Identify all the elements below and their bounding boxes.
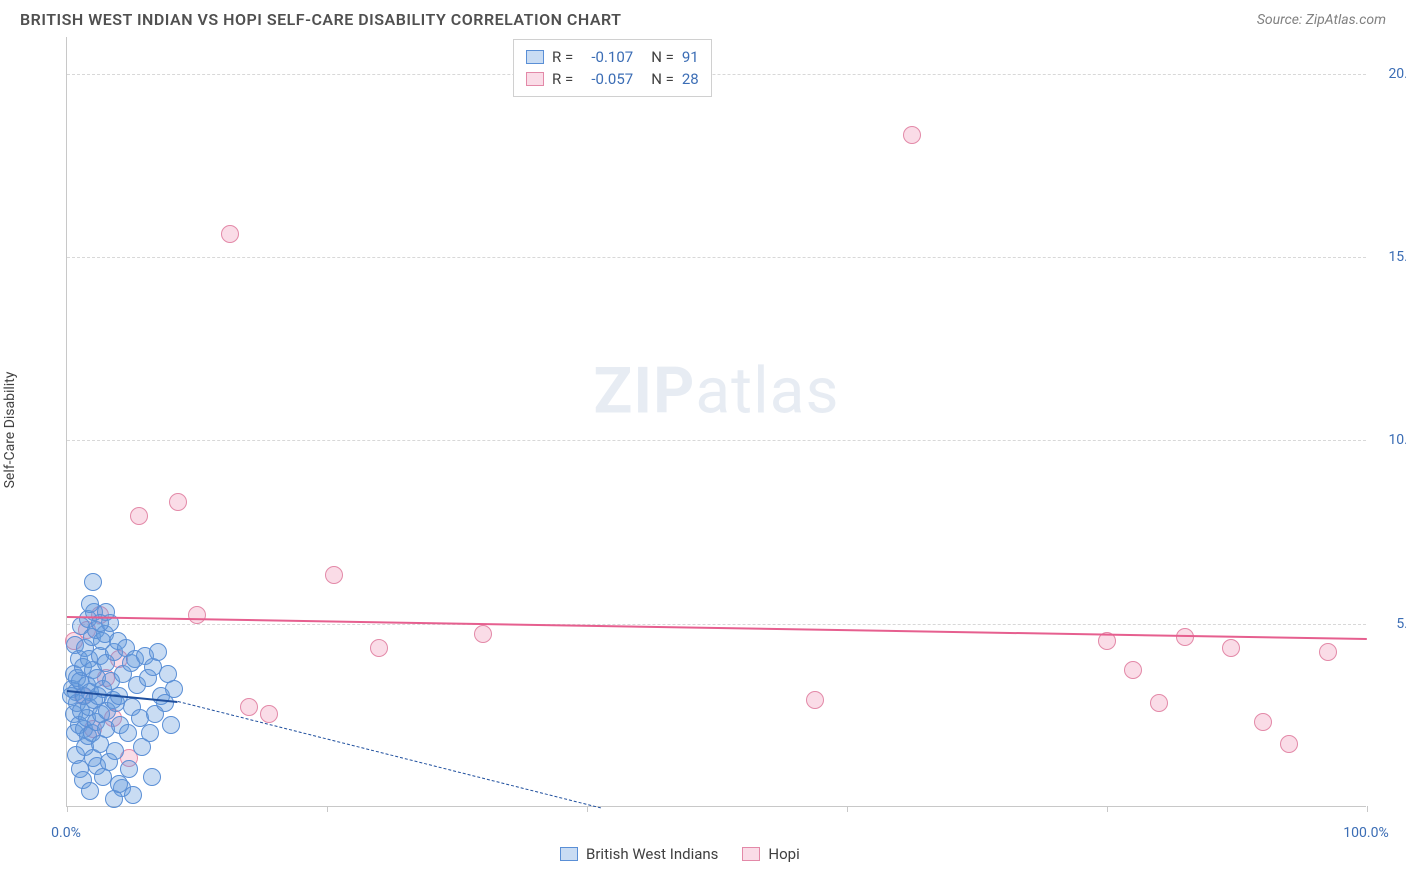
- data-point-hopi: [1176, 628, 1194, 646]
- data-point-hopi: [260, 705, 278, 723]
- data-point-bwi: [119, 724, 137, 742]
- plot-region: ZIPatlas 5.0%10.0%15.0%20.0%R =-0.107N =…: [66, 37, 1366, 807]
- data-point-hopi: [903, 126, 921, 144]
- data-point-bwi: [81, 782, 99, 800]
- data-point-bwi: [124, 786, 142, 804]
- data-point-hopi: [188, 606, 206, 624]
- data-point-hopi: [1319, 643, 1337, 661]
- y-tick-label: 20.0%: [1388, 66, 1406, 82]
- x-tick: [847, 806, 848, 812]
- data-point-hopi: [169, 493, 187, 511]
- legend-swatch: [526, 72, 544, 86]
- r-value: -0.107: [581, 46, 633, 68]
- n-value: 91: [682, 46, 699, 68]
- chart-area: Self-Care Disability ZIPatlas 5.0%10.0%1…: [20, 37, 1386, 867]
- data-point-hopi: [1150, 694, 1168, 712]
- y-tick-label: 5.0%: [1396, 616, 1406, 632]
- stats-legend-row: R = -0.107 N = 91: [526, 46, 699, 68]
- legend-swatch: [560, 847, 578, 861]
- data-point-hopi: [325, 566, 343, 584]
- n-label: N =: [651, 68, 674, 90]
- data-point-hopi: [370, 639, 388, 657]
- data-point-bwi: [141, 724, 159, 742]
- r-label: R =: [552, 68, 573, 90]
- data-point-bwi: [143, 768, 161, 786]
- data-point-bwi: [165, 680, 183, 698]
- x-tick: [327, 806, 328, 812]
- gridline: [67, 74, 1366, 75]
- legend-swatch: [526, 50, 544, 64]
- chart-title: BRITISH WEST INDIAN VS HOPI SELF-CARE DI…: [20, 10, 622, 29]
- series-legend-item: Hopi: [742, 845, 799, 863]
- data-point-hopi: [240, 698, 258, 716]
- x-tick: [587, 806, 588, 812]
- data-point-hopi: [130, 507, 148, 525]
- data-point-hopi: [1254, 713, 1272, 731]
- data-point-hopi: [806, 691, 824, 709]
- data-point-hopi: [1222, 639, 1240, 657]
- gridline: [67, 440, 1366, 441]
- data-point-bwi: [149, 643, 167, 661]
- series-legend-label: British West Indians: [586, 845, 718, 863]
- trend-line: [67, 616, 1367, 640]
- watermark: ZIPatlas: [594, 353, 840, 428]
- data-point-hopi: [1124, 661, 1142, 679]
- x-tick-label: 100.0%: [1343, 825, 1388, 841]
- gridline: [67, 624, 1366, 625]
- r-value: -0.057: [581, 68, 633, 90]
- y-axis-label: Self-Care Disability: [2, 372, 18, 489]
- data-point-hopi: [474, 625, 492, 643]
- chart-header: BRITISH WEST INDIAN VS HOPI SELF-CARE DI…: [0, 0, 1406, 37]
- x-tick: [1107, 806, 1108, 812]
- legend-swatch: [742, 847, 760, 861]
- y-tick-label: 15.0%: [1388, 249, 1406, 265]
- gridline: [67, 257, 1366, 258]
- data-point-bwi: [84, 573, 102, 591]
- n-label: N =: [651, 46, 674, 68]
- r-label: R =: [552, 46, 573, 68]
- x-tick: [1367, 806, 1368, 812]
- stats-legend-row: R = -0.057 N = 28: [526, 68, 699, 90]
- data-point-hopi: [221, 225, 239, 243]
- chart-source: Source: ZipAtlas.com: [1257, 12, 1386, 28]
- series-legend-item: British West Indians: [560, 845, 718, 863]
- n-value: 28: [682, 68, 699, 90]
- data-point-bwi: [162, 716, 180, 734]
- trend-extrapolation: [177, 701, 600, 808]
- data-point-hopi: [1280, 735, 1298, 753]
- data-point-bwi: [106, 742, 124, 760]
- series-legend-label: Hopi: [768, 845, 799, 863]
- x-tick-label: 0.0%: [51, 825, 81, 841]
- stats-legend: R = -0.107 N = 91 R = -0.057 N = 28: [513, 39, 712, 97]
- x-tick: [67, 806, 68, 812]
- y-tick-label: 10.0%: [1388, 432, 1406, 448]
- series-legend: British West Indians Hopi: [560, 845, 800, 863]
- data-point-bwi: [110, 775, 128, 793]
